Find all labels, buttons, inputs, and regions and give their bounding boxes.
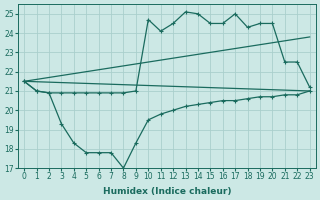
X-axis label: Humidex (Indice chaleur): Humidex (Indice chaleur): [103, 187, 231, 196]
